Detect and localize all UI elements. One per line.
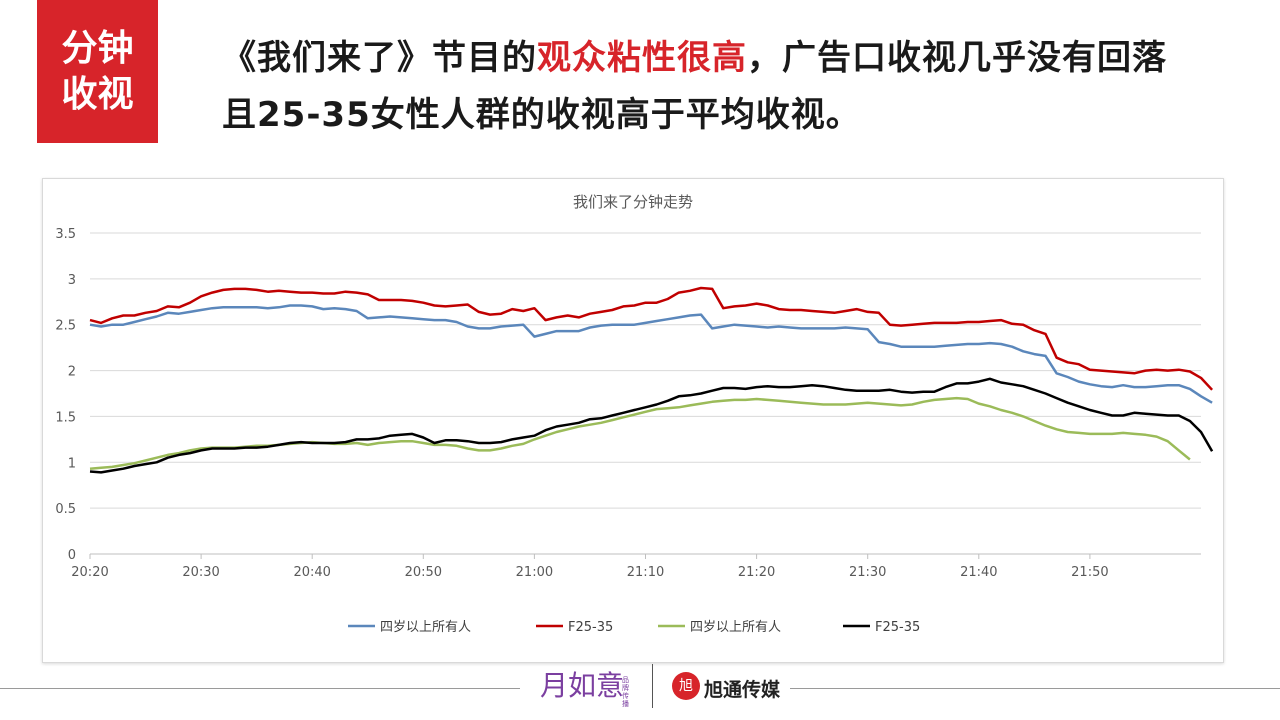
- badge-line-1: 分钟: [61, 27, 134, 69]
- y-tick-label: 0: [68, 548, 76, 563]
- y-axis: 0 0.5 1 1.5 2 2.5 3 3.5: [55, 227, 76, 563]
- x-tick-label: 20:40: [293, 565, 330, 580]
- chart-card: 我们来了分钟走势 0 0.5 1 1.5 2 2.5 3 3.5 20:20 20:30 20:4…: [42, 178, 1224, 663]
- series-line-1: [89, 304, 1213, 404]
- legend-label: F25-35: [875, 620, 920, 635]
- headline-line-2: 且25-35女性人群的收视高于平均收视。: [222, 95, 861, 135]
- logo-yueruyi-sub: 品牌传播: [622, 676, 629, 708]
- y-tick-label: 1: [68, 456, 76, 471]
- logo-divider: [652, 664, 653, 708]
- x-tick-label: 21:10: [627, 565, 664, 580]
- badge-line-2: 收视: [61, 73, 134, 115]
- series-line-4: [89, 377, 1214, 474]
- xutong-logo-icon: 旭: [672, 672, 700, 700]
- x-tick-label: 20:50: [405, 565, 442, 580]
- x-tick-label: 21:30: [849, 565, 886, 580]
- line-chart: 我们来了分钟走势 0 0.5 1 1.5 2 2.5 3 3.5 20:20 20:30 20:4…: [55, 193, 1214, 635]
- legend-label: 四岁以上所有人: [380, 620, 471, 635]
- logo-yueruyi: 月如意: [540, 669, 625, 702]
- legend-label: 四岁以上所有人: [690, 620, 781, 635]
- x-axis: 20:20 20:30 20:40 20:50 21:00 21:10 21:20 21:30…: [71, 554, 1109, 580]
- headline-part-1: 《我们来了》节目的: [222, 38, 537, 78]
- legend-label: F25-35: [568, 620, 613, 635]
- y-tick-label: 2: [68, 365, 76, 380]
- section-badge: 分钟 收视: [37, 0, 158, 143]
- x-tick-label: 20:20: [71, 565, 108, 580]
- x-tick-label: 20:30: [182, 565, 219, 580]
- logo-xutong: 旭通传媒: [704, 679, 781, 701]
- y-tick-label: 1.5: [55, 410, 76, 425]
- x-tick-label: 21:50: [1071, 565, 1108, 580]
- footer-divider-right: [790, 688, 1280, 689]
- x-tick-label: 21:40: [960, 565, 997, 580]
- y-tick-label: 3.5: [55, 227, 76, 242]
- footer-divider-left: [0, 688, 520, 689]
- series-line-2: [89, 286, 1214, 391]
- chart-title: 我们来了分钟走势: [573, 193, 693, 211]
- y-tick-label: 0.5: [55, 502, 76, 517]
- chart-series: [89, 286, 1214, 474]
- y-tick-label: 3: [68, 273, 76, 288]
- chart-gridlines: [90, 232, 1201, 555]
- y-tick-label: 2.5: [55, 319, 76, 334]
- headline: 《我们来了》节目的观众粘性很高，广告口收视几乎没有回落 且25-35女性人群的收…: [222, 30, 1242, 144]
- chart-legend: 四岁以上所有人 F25-35 四岁以上所有人 F25-35: [348, 620, 920, 635]
- headline-highlight: 观众粘性很高: [537, 38, 747, 78]
- headline-part-2: ，广告口收视几乎没有回落: [747, 38, 1167, 78]
- x-tick-label: 21:00: [516, 565, 553, 580]
- x-tick-label: 21:20: [738, 565, 775, 580]
